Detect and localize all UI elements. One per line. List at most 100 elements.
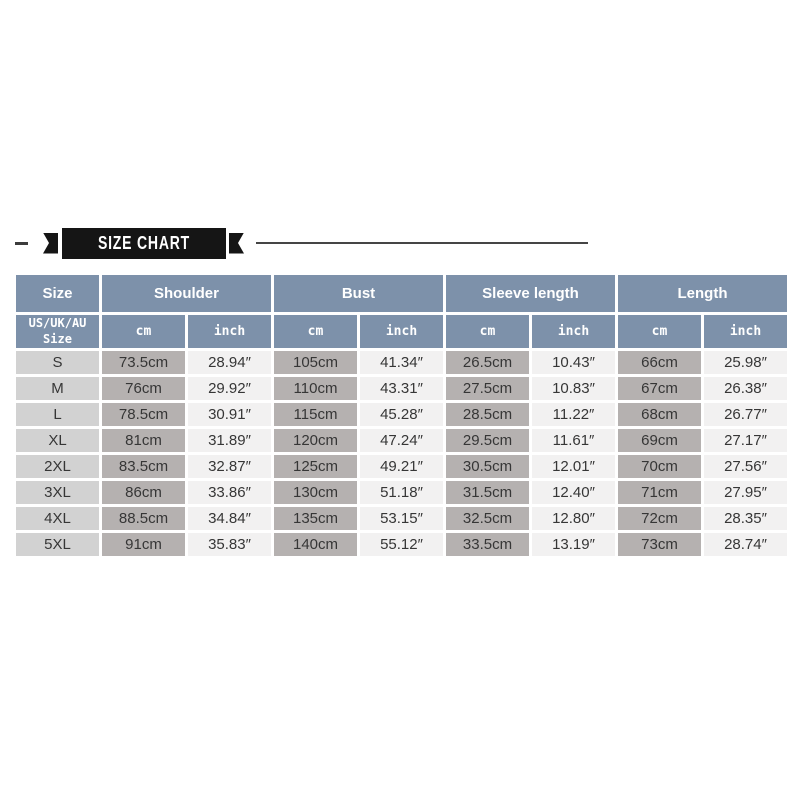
sleeve-inch-cell: 13.19″ [532,533,615,556]
size-cell: 3XL [16,481,99,504]
bust-inch-cell: 41.34″ [360,351,443,374]
size-chart-ribbon: SIZE CHART [62,227,226,259]
bust-inch-cell: 43.31″ [360,377,443,400]
bust-cm-cell: 110cm [274,377,357,400]
sleeve-inch-cell: 10.43″ [532,351,615,374]
sleeve-inch-cell: 11.22″ [532,403,615,426]
shoulder-inch-cell: 31.89″ [188,429,271,452]
table-row-4xl: 4XL 88.5cm 34.84″ 135cm 53.15″ 32.5cm 12… [16,507,787,530]
bust-cm-cell: 105cm [274,351,357,374]
horizontal-rule [256,242,588,244]
size-cell: M [16,377,99,400]
sleeve-inch-cell: 12.80″ [532,507,615,530]
size-cell: 4XL [16,507,99,530]
column-group-header-row: Size Shoulder Bust Sleeve length Length [16,275,787,312]
sleeve-inch-header: inch [532,315,615,348]
shoulder-cm-cell: 78.5cm [102,403,185,426]
size-standard-line1: US/UK/AU [28,315,87,330]
length-inch-cell: 28.74″ [704,533,787,556]
sleeve-cm-cell: 26.5cm [446,351,529,374]
table-row-s: S 73.5cm 28.94″ 105cm 41.34″ 26.5cm 10.4… [16,351,787,374]
sleeve-inch-cell: 12.01″ [532,455,615,478]
shoulder-cm-cell: 86cm [102,481,185,504]
sleeve-inch-cell: 12.40″ [532,481,615,504]
length-cm-cell: 67cm [618,377,701,400]
subheader-size-standard: US/UK/AU Size [16,315,99,348]
table-row-m: M 76cm 29.92″ 110cm 43.31″ 27.5cm 10.83″… [16,377,787,400]
shoulder-cm-cell: 81cm [102,429,185,452]
ribbon-left-tail-icon [43,232,58,254]
table-row-xl: XL 81cm 31.89″ 120cm 47.24″ 29.5cm 11.61… [16,429,787,452]
shoulder-inch-header: inch [188,315,271,348]
shoulder-inch-cell: 34.84″ [188,507,271,530]
col-group-size: Size [16,275,99,312]
bust-inch-cell: 51.18″ [360,481,443,504]
table-row-3xl: 3XL 86cm 33.86″ 130cm 51.18″ 31.5cm 12.4… [16,481,787,504]
shoulder-inch-cell: 30.91″ [188,403,271,426]
bust-cm-cell: 125cm [274,455,357,478]
length-cm-header: cm [618,315,701,348]
length-cm-cell: 66cm [618,351,701,374]
length-inch-header: inch [704,315,787,348]
bust-cm-cell: 135cm [274,507,357,530]
sleeve-inch-cell: 11.61″ [532,429,615,452]
sleeve-cm-cell: 31.5cm [446,481,529,504]
shoulder-cm-cell: 91cm [102,533,185,556]
shoulder-inch-cell: 33.86″ [188,481,271,504]
table-row-l: L 78.5cm 30.91″ 115cm 45.28″ 28.5cm 11.2… [16,403,787,426]
shoulder-inch-cell: 35.83″ [188,533,271,556]
sleeve-inch-cell: 10.83″ [532,377,615,400]
size-cell: L [16,403,99,426]
size-cell: 2XL [16,455,99,478]
col-group-shoulder: Shoulder [102,275,271,312]
length-inch-cell: 26.77″ [704,403,787,426]
length-cm-cell: 72cm [618,507,701,530]
sleeve-cm-cell: 33.5cm [446,533,529,556]
length-cm-cell: 73cm [618,533,701,556]
shoulder-cm-cell: 73.5cm [102,351,185,374]
length-inch-cell: 27.56″ [704,455,787,478]
sleeve-cm-cell: 29.5cm [446,429,529,452]
shoulder-cm-cell: 76cm [102,377,185,400]
bust-cm-cell: 120cm [274,429,357,452]
bust-cm-cell: 140cm [274,533,357,556]
bust-inch-header: inch [360,315,443,348]
length-inch-cell: 27.17″ [704,429,787,452]
banner-title: SIZE CHART [97,232,191,253]
unit-header-row: US/UK/AU Size cm inch cm inch cm inch cm… [16,315,787,348]
length-inch-cell: 28.35″ [704,507,787,530]
sleeve-cm-cell: 28.5cm [446,403,529,426]
length-cm-cell: 71cm [618,481,701,504]
shoulder-cm-cell: 88.5cm [102,507,185,530]
length-inch-cell: 27.95″ [704,481,787,504]
sleeve-cm-cell: 27.5cm [446,377,529,400]
length-cm-cell: 68cm [618,403,701,426]
size-standard-line2: Size [43,331,72,346]
bust-inch-cell: 55.12″ [360,533,443,556]
col-group-length: Length [618,275,787,312]
bust-inch-cell: 45.28″ [360,403,443,426]
length-inch-cell: 25.98″ [704,351,787,374]
shoulder-inch-cell: 28.94″ [188,351,271,374]
size-chart-banner: SIZE CHART [15,227,588,259]
table-row-2xl: 2XL 83.5cm 32.87″ 125cm 49.21″ 30.5cm 12… [16,455,787,478]
col-group-sleeve-length: Sleeve length [446,275,615,312]
bust-inch-cell: 47.24″ [360,429,443,452]
bust-cm-header: cm [274,315,357,348]
bust-inch-cell: 49.21″ [360,455,443,478]
left-dash [15,241,28,245]
size-cell: XL [16,429,99,452]
shoulder-cm-cell: 83.5cm [102,455,185,478]
shoulder-cm-header: cm [102,315,185,348]
shoulder-inch-cell: 29.92″ [188,377,271,400]
size-cell: S [16,351,99,374]
size-chart-table: Size Shoulder Bust Sleeve length Length … [13,272,790,559]
sleeve-cm-cell: 30.5cm [446,455,529,478]
size-cell: 5XL [16,533,99,556]
col-group-bust: Bust [274,275,443,312]
length-cm-cell: 70cm [618,455,701,478]
sleeve-cm-cell: 32.5cm [446,507,529,530]
shoulder-inch-cell: 32.87″ [188,455,271,478]
bust-inch-cell: 53.15″ [360,507,443,530]
sleeve-cm-header: cm [446,315,529,348]
